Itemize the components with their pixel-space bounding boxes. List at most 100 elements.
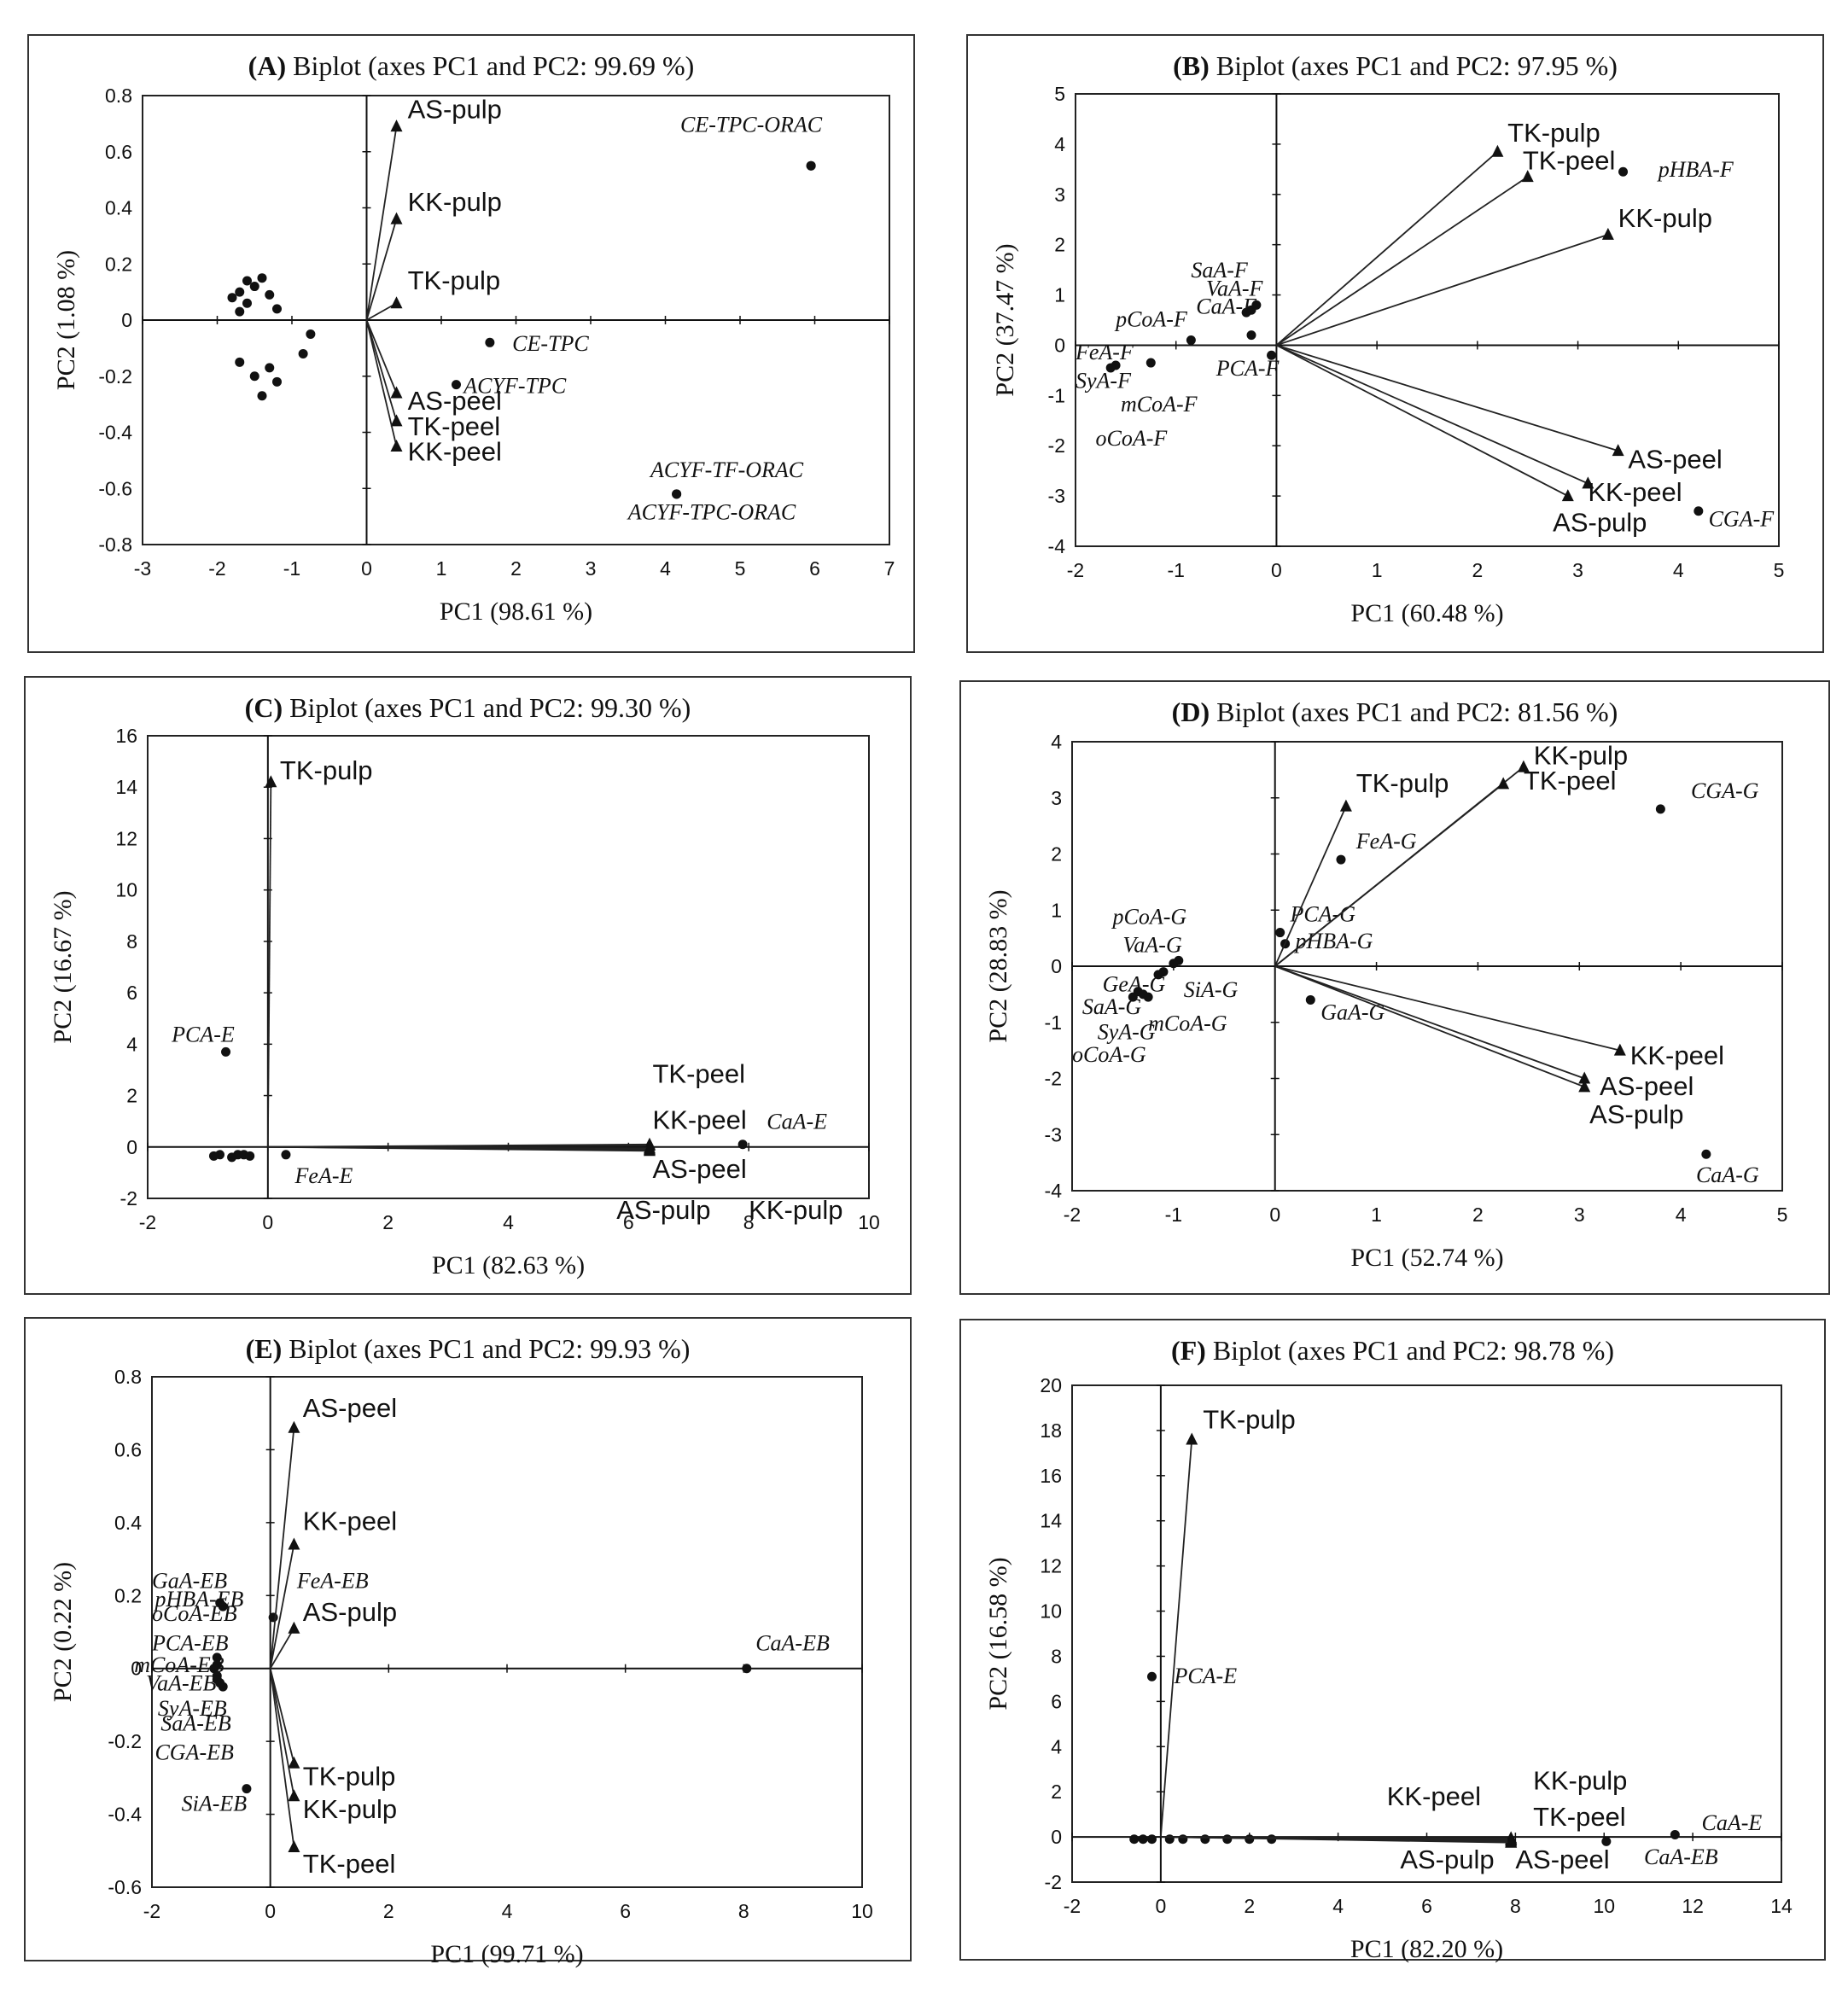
x-tick-label: 10: [1593, 1895, 1615, 1917]
variable-arrowhead: [265, 775, 277, 788]
x-tick-label: 7: [884, 557, 895, 580]
observation-label: SyA-F: [1076, 369, 1132, 393]
plot-area: [151, 1376, 863, 1888]
observation-label: PCA-G: [1290, 901, 1356, 926]
variable-arrowhead: [390, 212, 403, 224]
y-tick-label: -1: [1045, 1011, 1062, 1034]
variable-arrowhead: [1601, 227, 1614, 240]
chart-title: (C) Biplot (axes PC1 and PC2: 99.30 %): [245, 692, 691, 723]
variable-label: TK-peel: [1523, 145, 1616, 175]
variable-arrowhead: [288, 1789, 300, 1802]
observation-point: [281, 1150, 291, 1160]
y-tick-label: -4: [1045, 1180, 1063, 1202]
observation-point: [1153, 970, 1163, 980]
biplot-panel-b: (B) Biplot (axes PC1 and PC2: 97.95 %) -2-…: [966, 34, 1824, 653]
plot-area: [1075, 93, 1780, 547]
y-tick-label: 16: [115, 725, 137, 747]
observation-label: SyA-G: [1098, 1019, 1156, 1044]
panel-frame: [966, 34, 1824, 653]
panel-frame: [24, 1317, 912, 1961]
observation-label: VaA-G: [1122, 933, 1182, 958]
y-tick-label: 2: [1051, 843, 1062, 866]
variable-label: KK-pulp: [1534, 740, 1628, 770]
variable-vector: [267, 1145, 650, 1150]
observation-label: CE-TPC-ORAC: [680, 113, 823, 137]
variable-arrowhead: [1339, 799, 1352, 812]
observation-point: [235, 287, 245, 297]
variable-vector: [1160, 1836, 1512, 1844]
variable-arrowhead: [390, 119, 403, 132]
observation-point: [245, 1151, 255, 1161]
observation-label: ACYF-TPC: [462, 373, 567, 398]
y-tick-label: 20: [1040, 1374, 1062, 1396]
y-axis-label: PC2 (37.47 %): [991, 243, 1019, 396]
biplot-svg-e: (E) Biplot (axes PC1 and PC2: 99.93 %) -2 0…: [24, 1317, 912, 1968]
y-tick-label: 4: [1051, 1735, 1062, 1757]
variable-vector: [365, 126, 398, 321]
variable-label: KK-peel: [653, 1105, 747, 1135]
variable-label: TK-peel: [1533, 1802, 1626, 1832]
observation-label: pCoA-F: [1114, 307, 1188, 332]
variable-label: AS-pulp: [1589, 1099, 1683, 1129]
chart-title-text: Biplot (axes PC1 and PC2: 81.56 %): [1216, 697, 1618, 727]
x-tick-label: 1: [1372, 559, 1383, 581]
biplot-svg-d: (D) Biplot (axes PC1 and PC2: 81.56 %)-2-…: [959, 680, 1830, 1295]
observation-point: [806, 160, 816, 171]
variable-vector: [1275, 151, 1498, 347]
observation-label: PCA-E: [1173, 1664, 1237, 1688]
observation-point: [1670, 1829, 1680, 1839]
x-tick-label: 2: [383, 1900, 394, 1922]
variable-label: KK-pulp: [1618, 203, 1712, 233]
observation-point: [1655, 804, 1665, 814]
variable-arrowhead: [288, 1840, 300, 1853]
variable-label: KK-pulp: [1533, 1766, 1627, 1796]
x-tick-label: 2: [1472, 1204, 1484, 1226]
variable-arrowhead: [390, 414, 403, 427]
variable-label: KK-peel: [408, 436, 502, 466]
observation-label: oCoA-F: [1096, 426, 1169, 451]
x-tick-label: 4: [1673, 559, 1684, 581]
panel-frame: [959, 1319, 1826, 1961]
observation-point: [257, 391, 267, 401]
y-tick-label: -0.4: [108, 1804, 142, 1826]
observation-point: [221, 1046, 231, 1057]
chart-title-letter: (F): [1171, 1335, 1206, 1366]
x-tick-label: 0: [1269, 1204, 1280, 1226]
y-tick-label: -0.8: [98, 533, 132, 556]
observation-point: [242, 1784, 252, 1794]
chart-title-text: Biplot (axes PC1 and PC2: 99.93 %): [289, 1333, 690, 1364]
variable-label: AS-pulp: [1553, 507, 1647, 537]
observation-point: [265, 363, 275, 373]
observation-point: [1105, 363, 1116, 373]
y-tick-label: 0: [1051, 1826, 1062, 1848]
x-tick-label: -2: [143, 1900, 160, 1922]
variable-arrowhead: [1491, 144, 1504, 157]
x-tick-label: 8: [743, 1211, 755, 1233]
observation-label: ACYF-TPC-ORAC: [627, 499, 796, 524]
observation-label: CaA-G: [1696, 1163, 1759, 1187]
variable-label: TK-peel: [653, 1059, 746, 1089]
y-tick-label: 0.4: [105, 197, 132, 219]
variable-vector: [1276, 344, 1569, 497]
variable-arrowhead: [288, 1420, 300, 1433]
x-tick-label: -3: [134, 557, 151, 580]
biplot-svg-a: (A) Biplot (axes PC1 and PC2: 99.69 %)-3-…: [27, 34, 915, 653]
variable-arrowhead: [288, 1621, 300, 1634]
observation-label: oCoA-EB: [152, 1601, 237, 1626]
plot-area: [147, 735, 870, 1199]
x-tick-label: 5: [735, 557, 746, 580]
variable-label: TK-pulp: [1507, 118, 1600, 148]
observation-point: [257, 273, 267, 283]
variable-label: TK-pulp: [1356, 768, 1449, 798]
variable-label: KK-pulp: [749, 1195, 842, 1225]
observation-label: PCA-F: [1215, 356, 1280, 381]
y-tick-label: -2: [1045, 1871, 1062, 1893]
observation-point: [1694, 506, 1704, 516]
observation-point: [1146, 1671, 1157, 1682]
y-tick-label: 0.2: [105, 253, 132, 275]
observation-point: [672, 489, 682, 499]
observation-point: [1267, 350, 1277, 360]
x-tick-label: 0: [262, 1211, 273, 1233]
x-tick-label: 8: [1510, 1895, 1521, 1917]
observation-point: [208, 1151, 219, 1161]
